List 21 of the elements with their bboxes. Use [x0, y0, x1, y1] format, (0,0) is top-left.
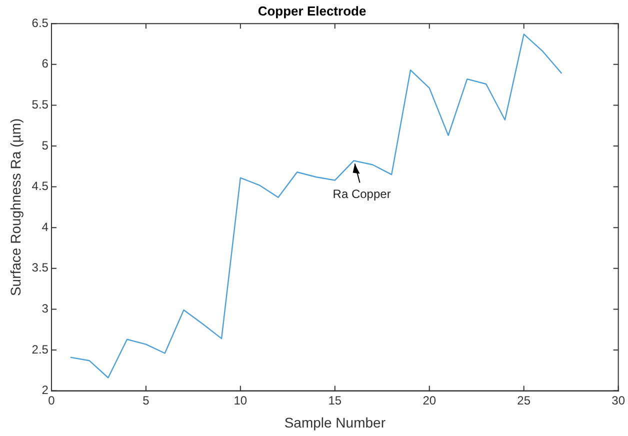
y-tick-label: 6 — [42, 56, 49, 71]
x-axis-title: Sample Number — [284, 414, 386, 430]
x-tick-label: 15 — [328, 393, 342, 408]
x-tick-label: 10 — [234, 393, 248, 408]
y-tick-label: 5 — [42, 138, 49, 152]
y-tick-label: 4 — [42, 220, 49, 234]
y-tick-label: 3.5 — [32, 260, 49, 275]
x-tick-label: 0 — [48, 393, 56, 408]
y-tick-label: 5.5 — [32, 98, 49, 112]
annotation: Ra Copper — [332, 187, 391, 201]
y-tick-label: 6.5 — [32, 16, 49, 30]
y-axis-title: Surface Roughness Ra (µm) — [7, 118, 24, 296]
y-tick-label: 2.5 — [32, 342, 49, 356]
y-tick-label: 4.5 — [32, 179, 49, 194]
x-tick-label: 5 — [142, 393, 150, 408]
chart-title: Copper Electrode — [258, 3, 366, 18]
x-tick-label: 30 — [612, 393, 626, 408]
x-tick-label: 25 — [517, 393, 531, 408]
x-tick-label: 20 — [422, 393, 436, 408]
y-tick-label: 2 — [42, 383, 49, 398]
y-tick-label: 3 — [42, 302, 49, 316]
